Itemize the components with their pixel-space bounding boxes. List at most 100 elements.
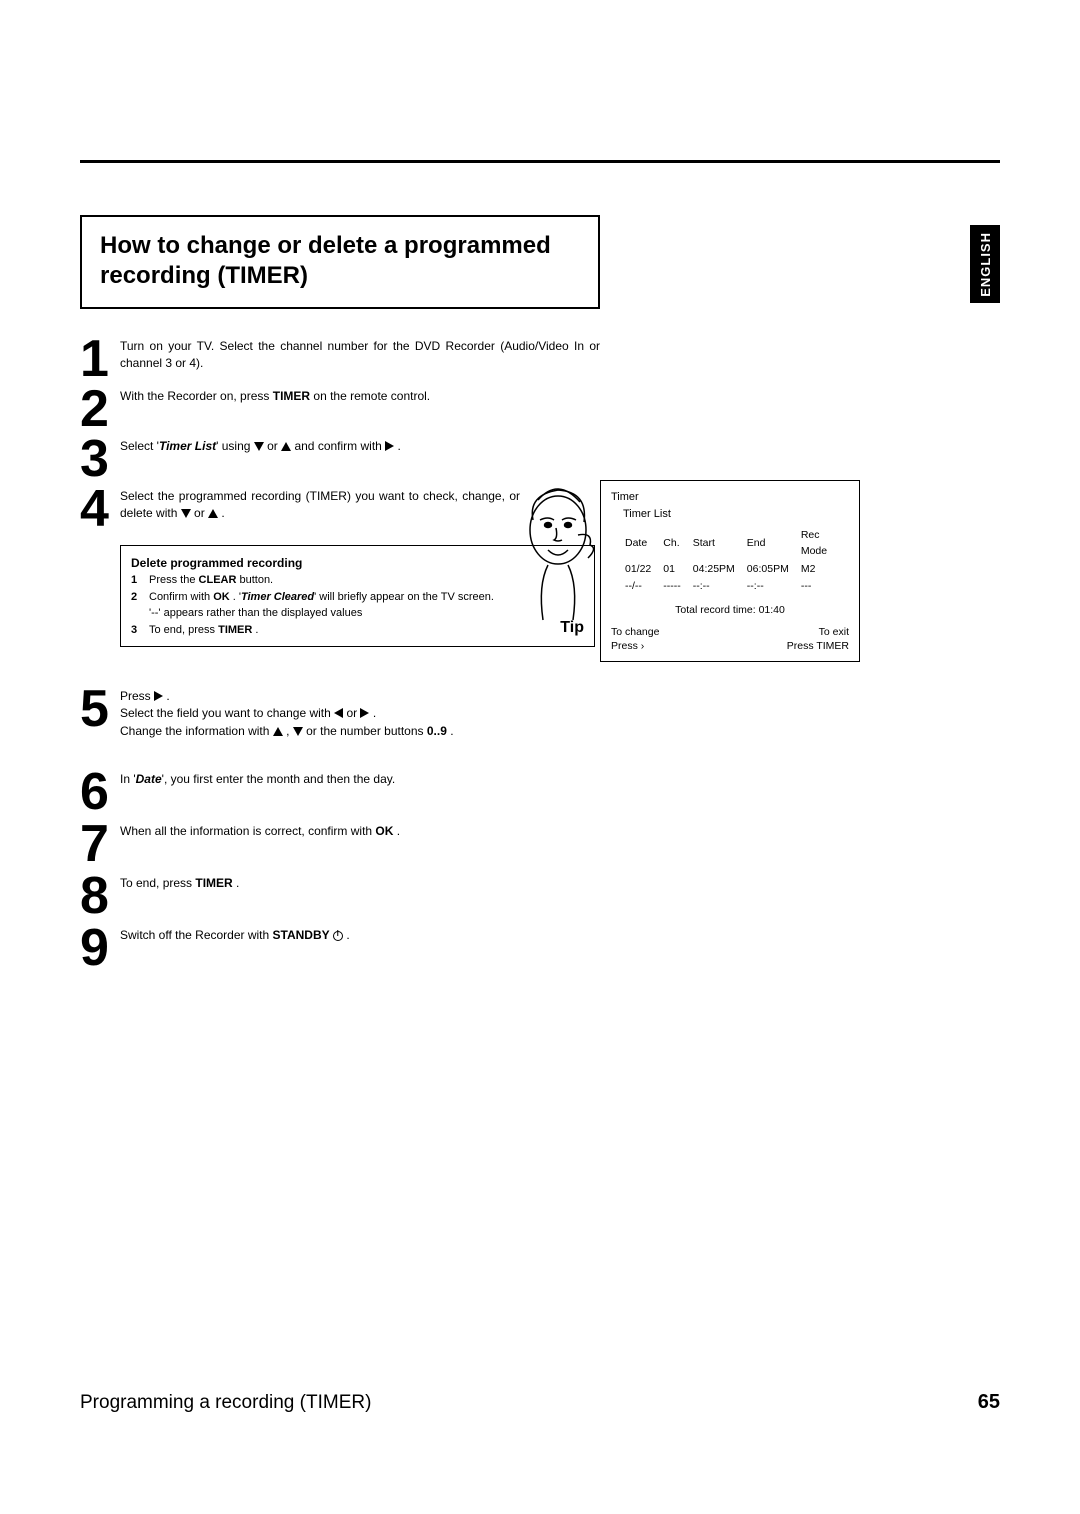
screen-header-row: Date Ch. Start End RecMode [625, 528, 837, 560]
step-1-text: Turn on your TV. Select the channel numb… [120, 338, 600, 373]
r2-ch: ----- [663, 579, 690, 595]
step-2-a: With the Recorder on, press [120, 389, 273, 403]
screen-footer-right: To exit Press TIMER [787, 625, 849, 653]
step-number-4: 4 [80, 485, 109, 534]
s5g: , [283, 724, 293, 738]
foot-left-b: Press › [611, 640, 644, 652]
s5a: Press [120, 689, 154, 703]
step-5-text: Press . Select the field you want to cha… [120, 688, 600, 740]
language-tab: ENGLISH [970, 225, 1000, 303]
step-3-c: or [264, 439, 281, 453]
screen-footer-left: To change Press › [611, 625, 659, 653]
s7a: When all the information is correct, con… [120, 824, 375, 838]
timer-button-ref: TIMER [195, 876, 232, 890]
footer-title: Programming a recording (TIMER) [80, 1392, 371, 1414]
r1-date: 01/22 [625, 562, 661, 578]
step-1-line: Turn on your TV. Select the channel numb… [120, 339, 600, 370]
step-number-9: 9 [80, 924, 109, 973]
tv-screen-box: Timer Timer List Date Ch. Start End RecM… [600, 480, 860, 662]
page-title: How to change or delete a programmed rec… [100, 231, 580, 291]
clear-button-ref: CLEAR [199, 574, 237, 586]
s5e: . [369, 706, 376, 720]
tip-face-illustration [518, 480, 598, 640]
tip2-b: . ' [230, 591, 241, 603]
screen-line2: Timer List [623, 506, 849, 523]
step-3-a: Select ' [120, 439, 159, 453]
s8b: . [233, 876, 240, 890]
top-rule [80, 160, 1000, 163]
step-3-d: and confirm with [291, 439, 385, 453]
up-icon [208, 509, 218, 518]
down-icon [293, 727, 303, 736]
s9a: Switch off the Recorder with [120, 928, 273, 942]
up-icon [273, 727, 283, 736]
foot-left-a: To change [611, 626, 659, 638]
hdr-end: End [747, 528, 799, 560]
step-number-1: 1 [80, 335, 109, 384]
step-3-e: . [394, 439, 401, 453]
s9b: . [343, 928, 350, 942]
date-label: Date [136, 772, 162, 786]
power-icon [333, 931, 343, 941]
step-number-5: 5 [80, 685, 109, 734]
s5f: Change the information with [120, 724, 273, 738]
down-icon [181, 509, 191, 518]
step-4-c: . [218, 506, 225, 520]
foot-right-a: To exit [819, 626, 849, 638]
hdr-mode: Mode [801, 545, 827, 557]
screen-row-1: 01/22 01 04:25PM 06:05PM M2 [625, 562, 837, 578]
tip-row-3: 3 To end, press TIMER . [131, 622, 584, 639]
hdr-date: Date [625, 528, 661, 560]
step-4-text: Select the programmed recording (TIMER) … [120, 488, 520, 523]
standby-button-ref: STANDBY [273, 928, 330, 942]
step-3-b: ' using [216, 439, 254, 453]
tip-num-3: 3 [131, 622, 149, 639]
r2-date: --/-- [625, 579, 661, 595]
foot-right-b: Press TIMER [787, 640, 849, 652]
timer-button-ref: TIMER [273, 389, 310, 403]
step-9-text: Switch off the Recorder with STANDBY . [120, 927, 600, 944]
step-8-text: To end, press TIMER . [120, 875, 600, 892]
tip-num-2: 2 [131, 589, 149, 622]
hdr-rec: Rec [801, 529, 820, 541]
screen-total: Total record time: 01:40 [611, 603, 849, 619]
step-7-text: When all the information is correct, con… [120, 823, 600, 840]
page-number: 65 [978, 1391, 1000, 1414]
tip3-b: . [252, 624, 258, 636]
down-icon [254, 442, 264, 451]
s8a: To end, press [120, 876, 195, 890]
timer-cleared-label: Timer Cleared [241, 591, 314, 603]
tip-title: Delete programmed recording [131, 554, 584, 572]
r2-start: --:-- [693, 579, 745, 595]
s6b: ', you first enter the month and then th… [162, 772, 396, 786]
up-icon [281, 442, 291, 451]
tip2-a: Confirm with [149, 591, 213, 603]
r1-ch: 01 [663, 562, 690, 578]
hdr-ch: Ch. [663, 528, 690, 560]
numpad-ref: 0..9 [427, 724, 447, 738]
s5i: . [447, 724, 454, 738]
left-icon [334, 708, 343, 718]
r2-mode: --- [801, 579, 837, 595]
s7b: . [393, 824, 400, 838]
screen-table: Date Ch. Start End RecMode 01/22 01 04:2… [623, 526, 839, 597]
language-tab-label: ENGLISH [978, 232, 993, 297]
screen-row-2: --/-- ----- --:-- --:-- --- [625, 579, 837, 595]
r1-mode: M2 [801, 562, 837, 578]
s5c: Select the field you want to change with [120, 706, 334, 720]
step-number-7: 7 [80, 820, 109, 869]
step-2-b: on the remote control. [310, 389, 430, 403]
timer-button-ref: TIMER [218, 624, 252, 636]
step-2-text: With the Recorder on, press TIMER on the… [120, 388, 600, 405]
step-number-2: 2 [80, 385, 109, 434]
step-4-b: or [191, 506, 208, 520]
r1-start: 04:25PM [693, 562, 745, 578]
right-icon [385, 441, 394, 451]
tip3-a: To end, press [149, 624, 218, 636]
tip1-a: Press the [149, 574, 199, 586]
r1-end: 06:05PM [747, 562, 799, 578]
ok-button-ref: OK [213, 591, 230, 603]
s5d: or [343, 706, 360, 720]
screen-footer: To change Press › To exit Press TIMER [611, 625, 849, 653]
tip2-c: ' will briefly appear on the TV screen. [314, 591, 494, 603]
